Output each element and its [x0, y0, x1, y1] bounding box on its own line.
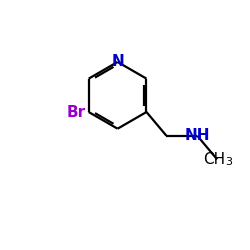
- Text: N: N: [111, 54, 124, 70]
- Text: 3: 3: [225, 157, 232, 167]
- Text: Br: Br: [66, 104, 86, 120]
- Text: NH: NH: [184, 128, 210, 143]
- Text: CH: CH: [204, 152, 226, 167]
